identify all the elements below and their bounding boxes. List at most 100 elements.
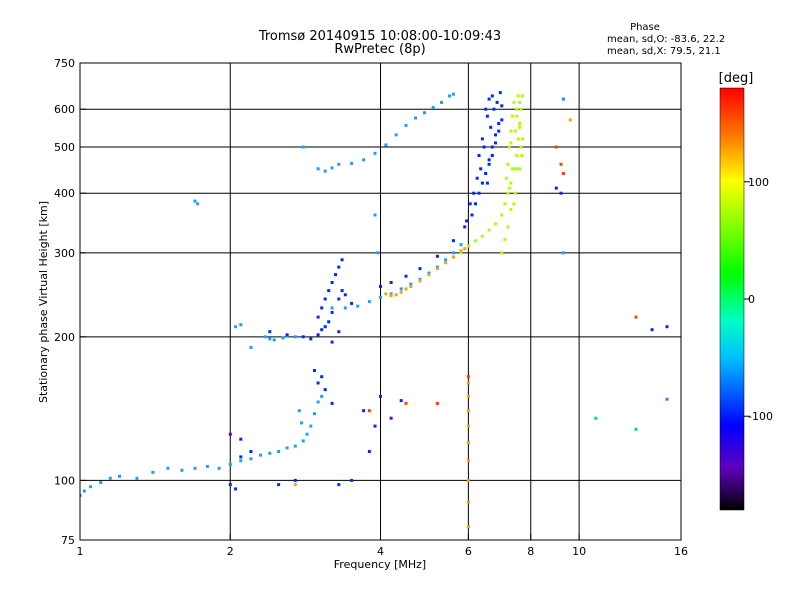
data-point bbox=[277, 450, 281, 453]
data-point bbox=[217, 466, 221, 470]
data-point bbox=[323, 325, 327, 329]
data-point bbox=[409, 285, 413, 288]
data-points bbox=[80, 91, 669, 529]
data-point bbox=[316, 381, 320, 385]
data-point bbox=[497, 129, 501, 133]
x-tick-label: 1 bbox=[77, 545, 84, 558]
data-point bbox=[362, 158, 366, 162]
data-point bbox=[268, 451, 272, 455]
y-tick-label: 200 bbox=[54, 331, 75, 344]
data-point bbox=[665, 325, 669, 329]
data-point bbox=[394, 293, 398, 297]
data-point bbox=[323, 388, 327, 392]
data-point bbox=[281, 336, 285, 340]
data-point bbox=[293, 483, 297, 487]
x-tick-label: 10 bbox=[572, 545, 586, 558]
data-point bbox=[330, 166, 334, 170]
y-tick-label: 750 bbox=[54, 57, 75, 70]
data-point bbox=[228, 432, 232, 436]
data-point bbox=[384, 143, 388, 147]
data-point bbox=[466, 459, 470, 463]
data-point bbox=[343, 293, 347, 297]
data-point bbox=[399, 399, 403, 403]
data-point bbox=[506, 191, 510, 195]
data-point bbox=[466, 424, 470, 428]
data-point bbox=[367, 409, 371, 413]
data-point bbox=[435, 267, 439, 271]
data-point bbox=[518, 122, 522, 125]
data-point bbox=[459, 243, 463, 247]
data-point bbox=[561, 172, 565, 175]
data-point bbox=[480, 181, 484, 185]
data-point bbox=[337, 483, 341, 487]
data-point bbox=[404, 123, 408, 127]
data-point bbox=[466, 441, 470, 445]
data-point bbox=[497, 122, 501, 125]
data-point bbox=[466, 381, 470, 385]
data-point bbox=[384, 292, 388, 296]
data-point bbox=[509, 129, 513, 133]
data-point bbox=[379, 394, 382, 398]
data-point bbox=[480, 234, 484, 238]
data-point bbox=[330, 306, 334, 310]
data-point bbox=[320, 394, 324, 398]
data-point bbox=[466, 478, 470, 482]
data-point bbox=[490, 154, 494, 157]
data-point bbox=[389, 281, 393, 284]
data-point bbox=[239, 437, 243, 441]
data-point bbox=[459, 249, 463, 253]
data-point bbox=[665, 397, 669, 401]
data-point bbox=[477, 191, 481, 195]
x-tick-label: 2 bbox=[227, 545, 234, 558]
data-point bbox=[389, 416, 393, 420]
data-point bbox=[330, 340, 334, 344]
data-point bbox=[293, 444, 297, 448]
data-point bbox=[135, 476, 139, 480]
phase-box-line-o: mean, sd,O: -83.6, 22.2 bbox=[607, 34, 725, 45]
data-point bbox=[330, 281, 334, 284]
data-point bbox=[466, 394, 470, 398]
data-point bbox=[239, 323, 243, 327]
data-point bbox=[594, 416, 598, 420]
data-point bbox=[451, 92, 455, 96]
data-point bbox=[466, 525, 470, 529]
data-point bbox=[515, 107, 519, 111]
data-point bbox=[490, 94, 494, 98]
data-point bbox=[301, 439, 305, 443]
data-point bbox=[494, 141, 497, 145]
data-point bbox=[500, 118, 504, 122]
data-point bbox=[263, 335, 267, 339]
chart-title: Tromsø 20140915 10:08:00-10:09:43 bbox=[258, 29, 501, 44]
data-point bbox=[350, 301, 354, 305]
data-point bbox=[409, 282, 413, 286]
data-point bbox=[337, 162, 341, 166]
data-point bbox=[466, 500, 470, 504]
data-point bbox=[451, 255, 455, 259]
data-point bbox=[470, 213, 474, 217]
data-point bbox=[320, 375, 324, 379]
data-point bbox=[249, 457, 253, 461]
data-point bbox=[350, 161, 354, 165]
data-point bbox=[634, 427, 638, 431]
data-point bbox=[234, 325, 238, 329]
data-point bbox=[519, 145, 523, 149]
data-point bbox=[513, 129, 517, 133]
data-point bbox=[503, 237, 507, 241]
data-point bbox=[559, 191, 563, 195]
data-point bbox=[305, 432, 309, 436]
data-point bbox=[489, 125, 493, 129]
data-point bbox=[309, 337, 313, 341]
data-point bbox=[466, 409, 470, 413]
data-point bbox=[423, 111, 426, 115]
data-point bbox=[482, 145, 486, 149]
data-point bbox=[503, 202, 507, 206]
data-point bbox=[180, 468, 184, 472]
data-point bbox=[313, 412, 316, 416]
data-point bbox=[234, 487, 238, 491]
y-axis-label: Stationary phase Virtual Height [km] bbox=[37, 201, 50, 403]
data-point bbox=[472, 191, 476, 195]
data-point bbox=[474, 239, 477, 243]
data-point bbox=[518, 125, 522, 129]
data-point bbox=[367, 300, 371, 304]
data-point bbox=[337, 330, 341, 334]
